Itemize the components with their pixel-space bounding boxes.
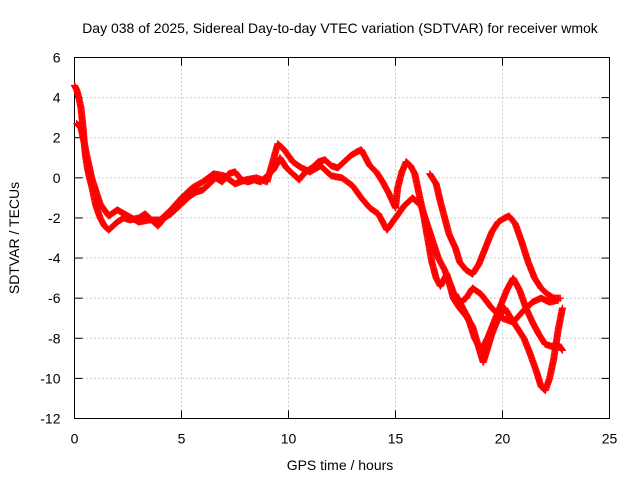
x-tick-label: 0 [71,431,79,447]
x-tick-label: 25 [602,431,618,447]
y-axis-label: SDTVAR / TECUs [6,182,22,294]
chart-title: Day 038 of 2025, Sidereal Day-to-day VTE… [82,20,599,36]
x-tick-label: 20 [495,431,511,447]
y-tick-label: 6 [53,50,61,66]
x-tick-label: 5 [178,431,186,447]
y-tick-label: -4 [48,250,61,266]
plot-frame [74,57,610,419]
x-tick-label: 10 [281,431,297,447]
data-point [556,294,564,302]
y-tick-label: -6 [48,290,61,306]
series-1 [73,120,562,326]
y-tick-label: -10 [40,370,60,386]
data-point [558,304,566,312]
y-tick-label: 2 [53,130,61,146]
data-point [558,345,566,353]
x-axis-label: GPS time / hours [287,457,394,473]
x-axis: 0 5 10 15 20 25 [71,57,618,447]
y-tick-label: -2 [48,210,61,226]
series-3 [451,274,566,354]
y-axis: -12 -10 -8 -6 -4 -2 0 2 4 6 [40,50,610,427]
y-tick-label: -8 [48,330,61,346]
y-tick-label: 4 [53,90,61,106]
gridlines [74,57,610,419]
y-tick-label: -12 [40,411,60,427]
y-tick-label: 0 [53,170,61,186]
x-tick-label: 15 [388,431,404,447]
series-2 [426,170,564,302]
data-point [558,346,566,354]
data-series [71,82,566,394]
